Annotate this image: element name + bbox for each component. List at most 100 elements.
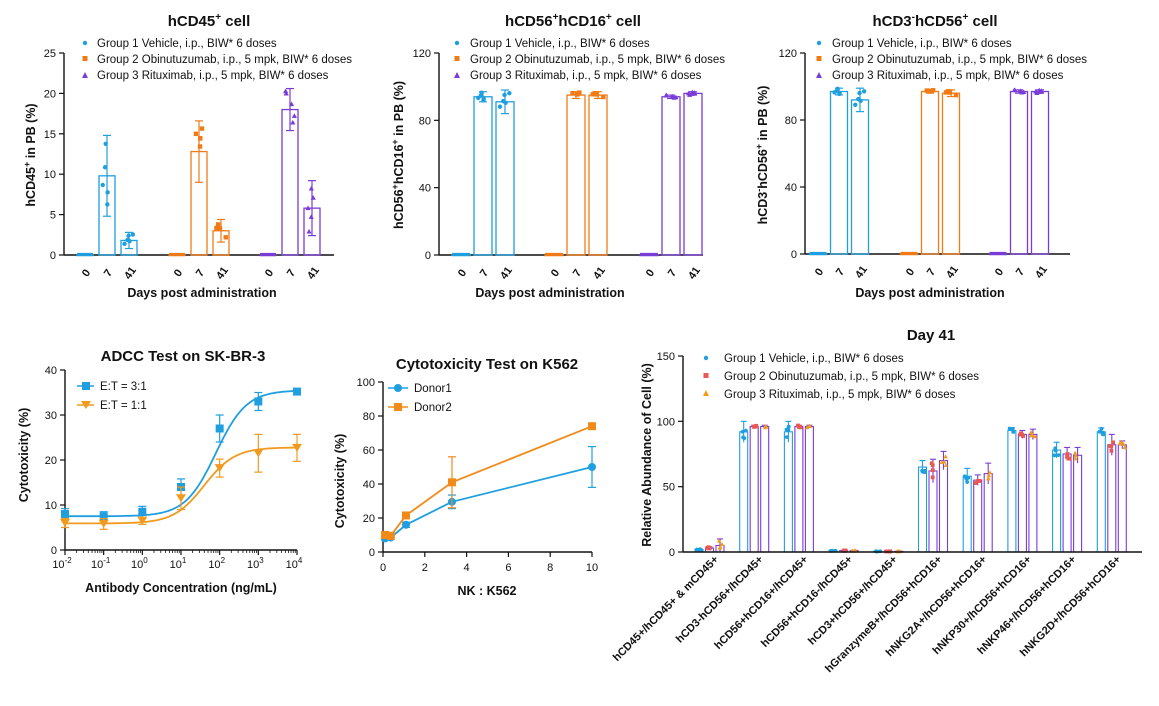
data-point [197,144,203,149]
data-point [447,478,456,487]
x-tick-label: 41 [944,264,961,281]
data-point [842,549,847,553]
y-axis-label: Cytotoxicity (%) [333,434,347,528]
data-point [1097,429,1102,434]
y-tick-label: 30 [45,410,57,422]
data-point [594,92,600,97]
bar [962,475,972,553]
x-tick-label: 0 [644,267,657,279]
y-axis-label: hCD45+ in PB (%) [22,103,38,206]
y-tick-label: 0 [51,545,57,557]
bar [1062,453,1072,553]
x-tick-label: 7 [102,267,115,279]
data-point [60,519,70,527]
data-point [857,90,862,96]
bar [1096,431,1106,553]
bar [566,94,586,256]
bars [694,420,1127,554]
bar [920,90,940,255]
data-point [1099,426,1104,431]
data-point [664,92,670,98]
data-point [497,104,503,109]
data-point [126,233,131,238]
x-tick-label: 41 [1033,264,1050,281]
data-point [696,547,701,552]
chart-day41: Day 41 Group 1 Vehicle, i.p., BIW* 6 dos… [611,327,1142,675]
bar [281,108,299,256]
y-tick-label: 80 [363,411,375,423]
x-tick-label: 7 [1014,266,1027,278]
legend: Donor1 Donor2 [388,383,452,414]
bar [941,92,961,255]
data-point [590,92,596,97]
data-point [601,94,606,100]
x-tick-label: 41 [686,265,703,282]
bars [451,89,703,257]
data-point [214,464,225,473]
data-point [834,88,840,94]
data-point [837,91,842,97]
data-point [717,545,722,550]
data-point [305,205,311,211]
data-point [943,463,949,468]
y-tick-label: 60 [363,445,375,457]
x-tick-label: 10-2 [52,556,72,571]
data-point [962,474,967,479]
y-axis: 0 20 40 60 80 100 [357,377,384,559]
legend-marker-g1 [454,40,460,46]
x-tick-label: 7 [925,266,938,278]
x-axis: 0 7 41 0 7 41 0 7 41 [439,254,703,282]
data-point [786,424,791,429]
bar [1007,429,1017,553]
x-tick-label: 7 [194,267,207,279]
data-point [965,480,970,484]
data-point [719,542,725,547]
chart-hcd3-hcd56: hCD3-hCD56+ cell Group 1 Vehicle, i.p., … [754,12,1087,300]
data-point [740,429,745,434]
legend-label-g1: Group 1 Vehicle, i.p., BIW* 6 doses [724,353,904,365]
y-axis-label: hCD56+hCD16+ in PB (%) [390,81,406,229]
x-tick-label: 7 [478,267,491,279]
y-tick-label: 0 [369,547,375,559]
bar [829,90,849,255]
chart-title: hCD45+ cell [168,12,251,30]
bar [973,479,983,553]
data-point [122,241,127,247]
data-point [1073,453,1079,458]
data-point [1021,89,1027,95]
bar [938,459,949,553]
data-point [1053,446,1058,451]
data-point [856,96,861,102]
x-axis: 10-2 10-1 100 101 102 103 104 [52,549,303,571]
data-point [987,470,993,475]
legend-marker-g2 [816,56,822,61]
legend-marker-et31 [82,382,90,390]
data-point [99,512,108,521]
y-tick-label: 0 [791,249,797,261]
data-point [1111,440,1116,445]
data-point [930,463,935,468]
data-point [1117,441,1123,446]
data-point [1008,427,1012,432]
y-tick-label: 25 [44,48,56,60]
legend-label-g2: Group 2 Obinutuzumab, i.p., 5 mpk, BIW* … [832,54,1087,66]
y-tick-label: 40 [419,183,431,195]
data-point [61,510,69,518]
data-point [807,423,812,428]
plot-area [381,422,596,543]
x-tick-label: 0 [813,266,826,278]
y-tick-label: 80 [785,115,797,127]
bar [1073,454,1083,553]
legend-label-g3: Group 3 Rituximab, i.p., 5 mpk, BIW* 6 d… [724,389,956,401]
data-point [1029,433,1034,438]
bar [760,426,770,553]
x-tick-label: 0 [904,266,917,278]
legend-label-et11: E:T = 1:1 [100,400,147,412]
data-point [215,222,221,227]
data-point [401,511,410,520]
y-axis-label: Relative Abundance of Cell (%) [640,363,654,547]
data-point [223,235,228,240]
data-point [1067,456,1072,461]
data-point [975,479,980,483]
data-point [283,90,289,96]
